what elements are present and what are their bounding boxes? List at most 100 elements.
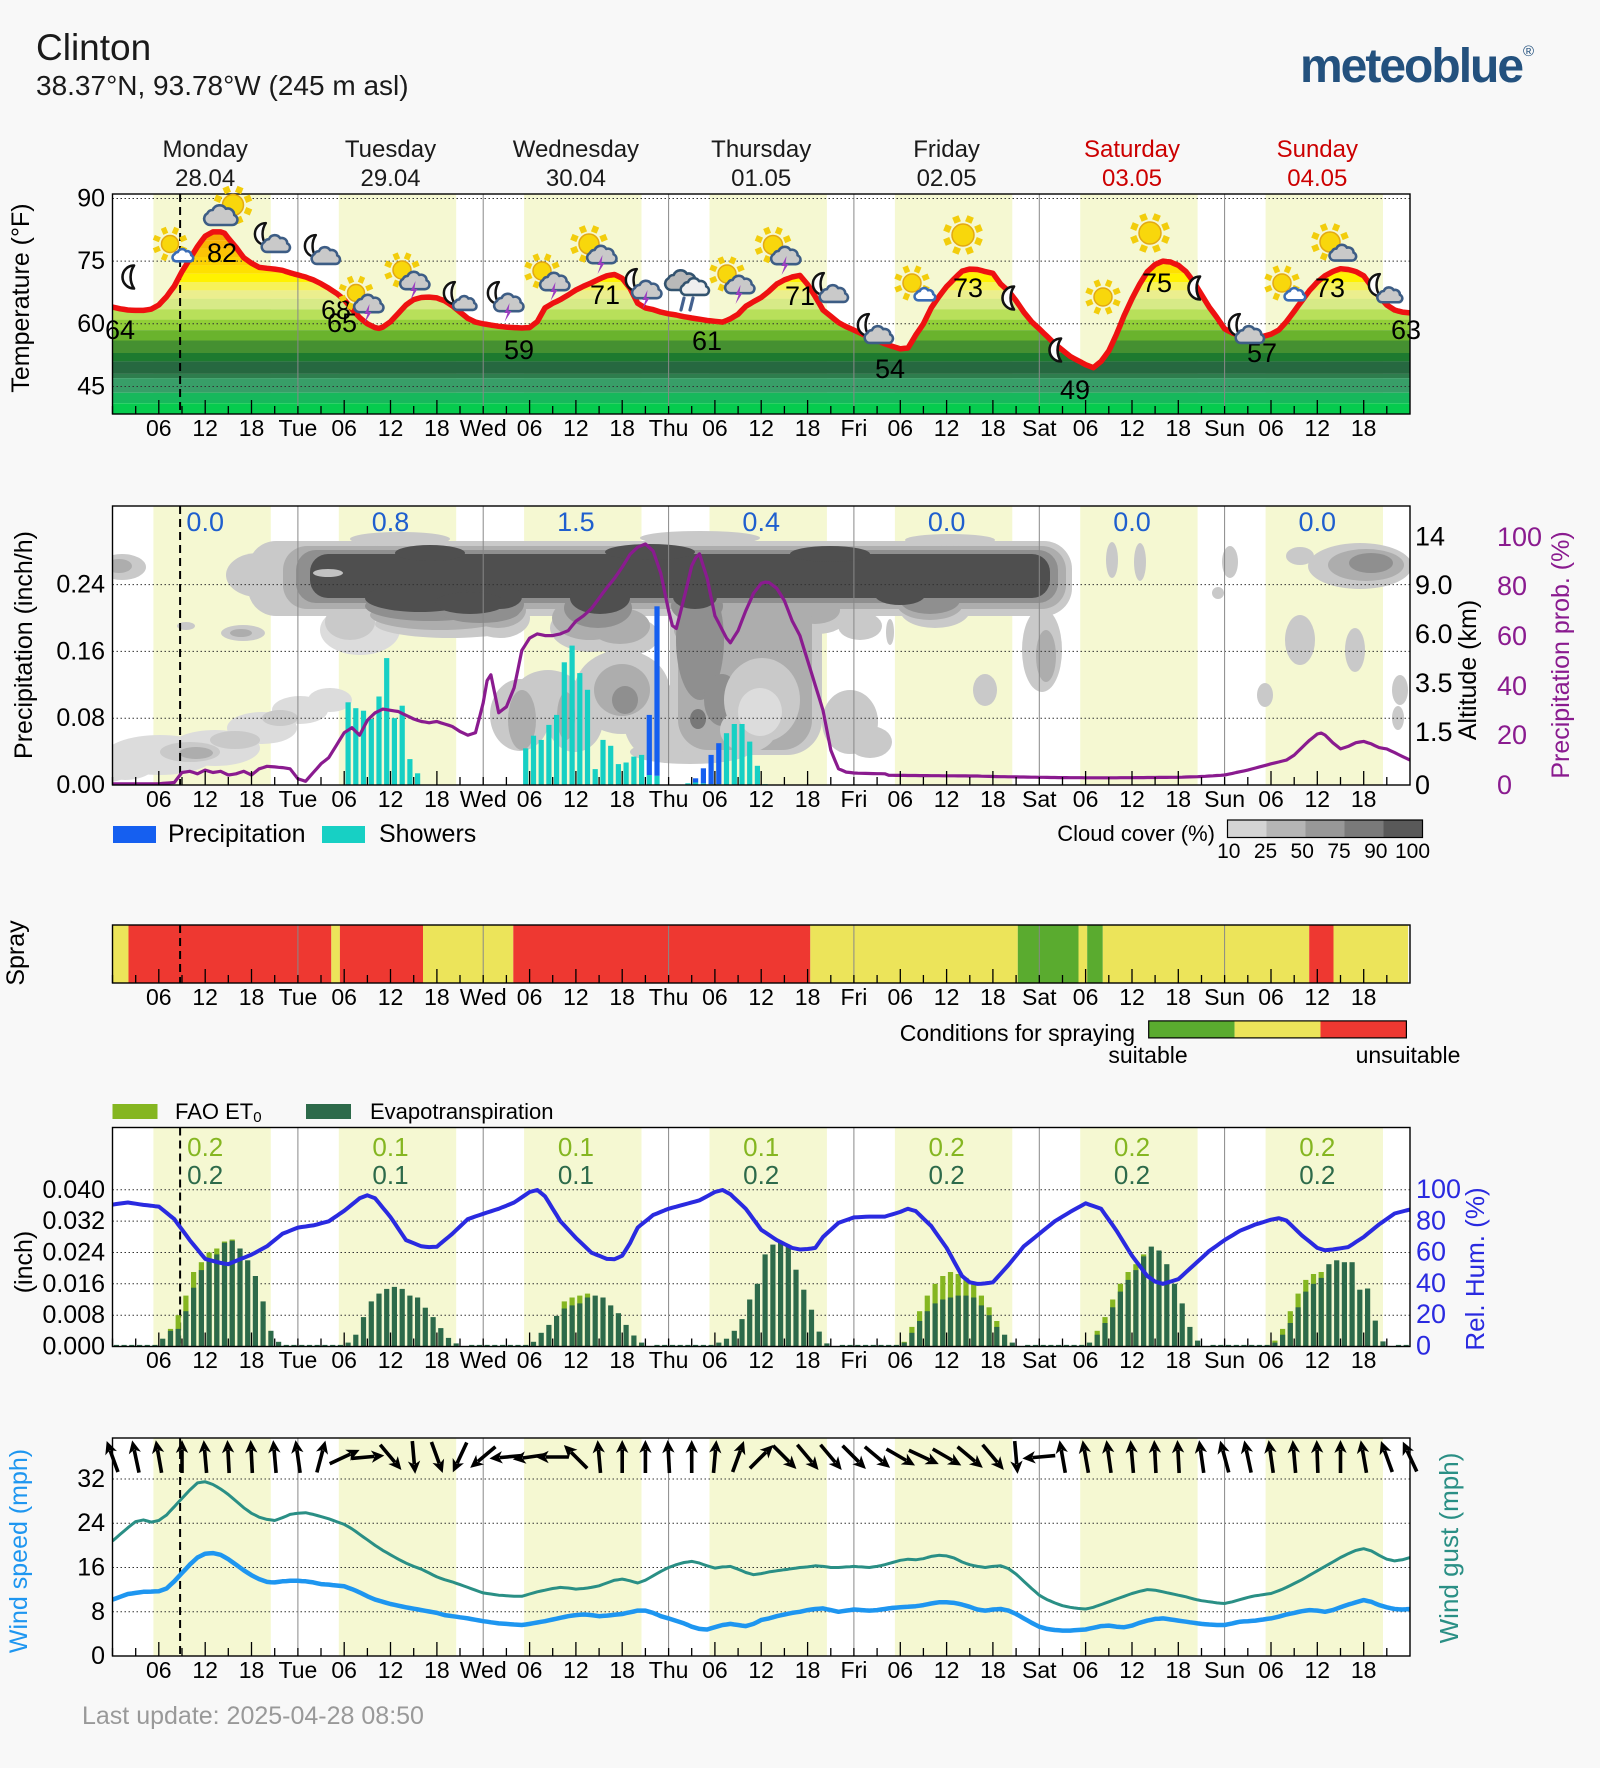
svg-text:Sat: Sat [1022,984,1057,1010]
svg-text:Wind speed (mph): Wind speed (mph) [5,1449,33,1653]
svg-text:12: 12 [563,1347,589,1373]
svg-text:unsuitable: unsuitable [1356,1042,1461,1068]
svg-text:Sun: Sun [1204,786,1245,812]
svg-text:Spray: Spray [2,920,30,986]
svg-text:0.032: 0.032 [42,1207,105,1235]
svg-text:71: 71 [590,280,620,310]
svg-text:0.0: 0.0 [928,507,966,537]
svg-text:18: 18 [609,984,635,1010]
svg-text:12: 12 [563,984,589,1010]
svg-text:06: 06 [888,1657,914,1683]
svg-text:12: 12 [378,1347,404,1373]
svg-text:06: 06 [331,1657,357,1683]
svg-text:Sat: Sat [1022,1347,1057,1373]
svg-text:Thu: Thu [649,1657,689,1683]
svg-text:18: 18 [609,1347,635,1373]
svg-text:06: 06 [1073,786,1099,812]
svg-text:0.16: 0.16 [56,637,105,665]
svg-text:Wed: Wed [460,786,507,812]
svg-text:18: 18 [1351,1347,1377,1373]
svg-text:Tue: Tue [279,1347,318,1373]
svg-text:45: 45 [77,373,105,401]
svg-text:06: 06 [517,415,543,441]
svg-text:06: 06 [702,786,728,812]
svg-text:18: 18 [795,786,821,812]
svg-text:06: 06 [702,1347,728,1373]
svg-text:02.05: 02.05 [917,165,977,192]
svg-text:0.24: 0.24 [56,571,105,599]
svg-text:06: 06 [1258,786,1284,812]
svg-text:18: 18 [1166,1657,1192,1683]
svg-text:0.2: 0.2 [1299,1160,1335,1190]
svg-text:Friday: Friday [913,136,980,163]
svg-text:Clinton: Clinton [36,27,151,68]
svg-text:meteoblue: meteoblue [1300,40,1523,93]
svg-text:Cloud cover (%): Cloud cover (%) [1057,821,1215,846]
svg-text:Sun: Sun [1204,984,1245,1010]
svg-text:12: 12 [192,1347,218,1373]
svg-text:Tue: Tue [279,415,318,441]
svg-text:12: 12 [1305,1347,1331,1373]
svg-text:65: 65 [327,308,357,338]
svg-text:Thu: Thu [649,786,689,812]
svg-text:12: 12 [563,786,589,812]
svg-text:18: 18 [424,1347,450,1373]
svg-text:9.0: 9.0 [1415,570,1453,600]
svg-text:Wed: Wed [460,415,507,441]
svg-text:18: 18 [1166,984,1192,1010]
svg-text:Thu: Thu [649,984,689,1010]
svg-text:06: 06 [331,984,357,1010]
svg-text:24: 24 [77,1509,105,1537]
svg-text:Wind gust (mph): Wind gust (mph) [1434,1453,1464,1644]
svg-text:18: 18 [609,786,635,812]
svg-text:82: 82 [207,238,237,268]
svg-text:0.1: 0.1 [558,1160,594,1190]
svg-text:40: 40 [1497,671,1527,701]
svg-text:18: 18 [1351,984,1377,1010]
svg-text:18: 18 [424,1657,450,1683]
svg-text:32: 32 [77,1465,105,1493]
svg-text:16: 16 [77,1554,105,1582]
svg-text:18: 18 [424,415,450,441]
svg-text:06: 06 [1073,1347,1099,1373]
svg-text:0: 0 [1415,770,1430,800]
svg-text:Fri: Fri [840,1347,867,1373]
svg-text:12: 12 [748,1347,774,1373]
svg-text:FAO ET0: FAO ET0 [175,1099,262,1126]
svg-text:0: 0 [1497,770,1512,800]
svg-text:01.05: 01.05 [731,165,791,192]
svg-text:8: 8 [91,1598,105,1626]
svg-text:90: 90 [1364,840,1387,863]
svg-text:25: 25 [1254,840,1277,863]
svg-text:12: 12 [192,1657,218,1683]
svg-text:06: 06 [146,1657,172,1683]
svg-text:40: 40 [1416,1268,1446,1298]
svg-text:71: 71 [785,281,815,311]
svg-text:Sat: Sat [1022,415,1057,441]
svg-text:06: 06 [331,415,357,441]
svg-text:0.1: 0.1 [558,1132,594,1162]
svg-text:06: 06 [1073,415,1099,441]
svg-text:(inch): (inch) [10,1231,38,1294]
svg-text:0.040: 0.040 [42,1176,105,1204]
svg-text:0.00: 0.00 [56,771,105,799]
svg-text:0.2: 0.2 [1114,1160,1150,1190]
svg-text:64: 64 [105,315,135,345]
svg-text:Saturday: Saturday [1084,136,1180,163]
svg-text:Thu: Thu [649,415,689,441]
svg-text:0.016: 0.016 [42,1270,105,1298]
svg-text:12: 12 [563,415,589,441]
svg-text:18: 18 [795,415,821,441]
svg-text:Sun: Sun [1204,1657,1245,1683]
svg-text:100: 100 [1497,522,1542,552]
svg-text:12: 12 [1305,786,1331,812]
svg-text:Wednesday: Wednesday [513,136,639,163]
svg-text:Rel. Hum. (%): Rel. Hum. (%) [1460,1187,1490,1350]
svg-text:0.0: 0.0 [1299,507,1337,537]
svg-text:06: 06 [146,984,172,1010]
svg-text:06: 06 [888,786,914,812]
svg-text:54: 54 [875,354,905,384]
svg-text:12: 12 [1119,1657,1145,1683]
svg-text:Sun: Sun [1204,415,1245,441]
svg-text:06: 06 [146,786,172,812]
